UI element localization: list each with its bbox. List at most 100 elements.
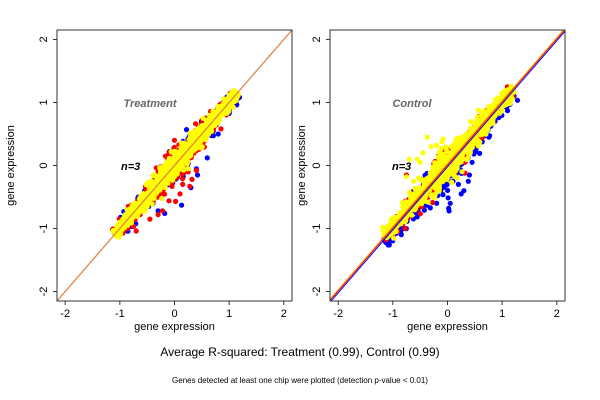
data-point	[405, 202, 411, 208]
data-point	[488, 115, 494, 121]
data-point	[474, 114, 480, 120]
data-point	[198, 145, 204, 151]
data-point	[175, 166, 181, 172]
data-point	[475, 107, 481, 113]
data-point	[221, 96, 227, 102]
data-point	[514, 97, 521, 103]
control-n-annotation: n=3	[392, 161, 411, 173]
outlier-point	[215, 131, 221, 137]
outlier-point	[406, 156, 412, 162]
data-point	[468, 140, 474, 146]
data-point	[388, 216, 394, 222]
data-point	[215, 119, 221, 126]
data-point	[403, 217, 409, 224]
outlier-point	[147, 216, 153, 222]
data-point	[499, 108, 505, 114]
data-point	[220, 102, 226, 108]
x-tick-label: 2	[554, 308, 560, 320]
data-point	[159, 195, 165, 201]
outlier-point	[155, 212, 161, 218]
y-tick-label: 1	[38, 99, 50, 105]
data-point	[414, 188, 420, 194]
outlier-point	[447, 200, 453, 206]
outlier-point	[183, 127, 190, 133]
x-tick-label: 0	[171, 308, 177, 320]
data-point	[429, 169, 435, 175]
data-point	[444, 176, 450, 182]
control-panel: -2 -1 0 1 2 -2 -1 0 1 2 gene expression gene exp…	[296, 29, 566, 333]
outlier-point	[465, 178, 471, 184]
data-point	[181, 157, 187, 163]
y-tick-label: 0	[311, 162, 323, 168]
identity-line-red	[330, 30, 565, 301]
data-point	[468, 119, 474, 125]
data-point	[226, 92, 232, 98]
control-x-axis-label: gene expression	[407, 321, 488, 333]
outlier-point	[424, 134, 430, 140]
outlier-point	[434, 142, 440, 148]
data-point	[488, 105, 494, 111]
data-point	[177, 160, 183, 166]
outlier-point	[180, 181, 186, 187]
outlier-point	[411, 178, 417, 184]
treatment-y-axis-label: gene expression	[5, 125, 17, 206]
data-point	[437, 158, 443, 164]
data-point	[475, 120, 481, 126]
y-tick-label: 1	[311, 99, 323, 105]
data-point	[451, 160, 457, 166]
outlier-point	[189, 176, 195, 182]
sub-caption: Genes detected at least one chip were pl…	[172, 376, 428, 385]
data-point	[180, 176, 186, 182]
y-tick-label: 0	[38, 162, 50, 168]
data-point	[174, 171, 180, 177]
outlier-point	[434, 200, 440, 206]
data-point	[465, 155, 471, 161]
data-point	[445, 187, 451, 193]
outlier-point	[455, 181, 461, 187]
data-point	[149, 187, 155, 193]
data-point	[485, 124, 491, 130]
outlier-point	[428, 144, 434, 150]
outlier-point	[417, 159, 423, 165]
identity-line-orange	[330, 30, 565, 300]
data-point	[120, 224, 126, 230]
data-point	[169, 183, 175, 189]
outlier-point	[466, 172, 472, 178]
outlier-point	[133, 228, 139, 234]
data-point	[502, 88, 508, 94]
outlier-point	[155, 208, 161, 214]
data-point	[194, 139, 200, 146]
outlier-point	[204, 155, 210, 161]
data-point	[434, 189, 440, 195]
data-point	[232, 90, 238, 97]
data-point	[437, 162, 444, 168]
outlier-point	[420, 150, 426, 156]
outlier-point	[436, 150, 442, 156]
data-point	[444, 147, 450, 154]
control-panel-title: Control	[392, 98, 432, 110]
data-point	[490, 120, 496, 126]
data-point	[110, 228, 116, 234]
data-point	[157, 172, 163, 178]
control-y-axis: -2 -1 0 1 2	[311, 36, 330, 296]
outlier-point	[439, 139, 445, 145]
outlier-point	[187, 183, 193, 189]
data-point	[431, 195, 437, 201]
treatment-n-annotation: n=3	[121, 161, 140, 173]
data-point	[481, 108, 487, 114]
outlier-point	[177, 191, 183, 197]
y-tick-label: -1	[38, 224, 50, 234]
data-point	[457, 155, 463, 161]
data-point	[491, 102, 497, 108]
data-point	[158, 176, 164, 182]
y-tick-label: 2	[311, 36, 323, 42]
data-point	[142, 204, 148, 210]
x-tick-label: 1	[499, 308, 505, 320]
identity-line-blue	[330, 30, 565, 301]
outlier-point	[469, 159, 475, 165]
data-point	[429, 199, 436, 206]
treatment-reference-lines	[57, 30, 292, 301]
data-point	[161, 191, 168, 197]
outlier-point	[166, 198, 172, 204]
